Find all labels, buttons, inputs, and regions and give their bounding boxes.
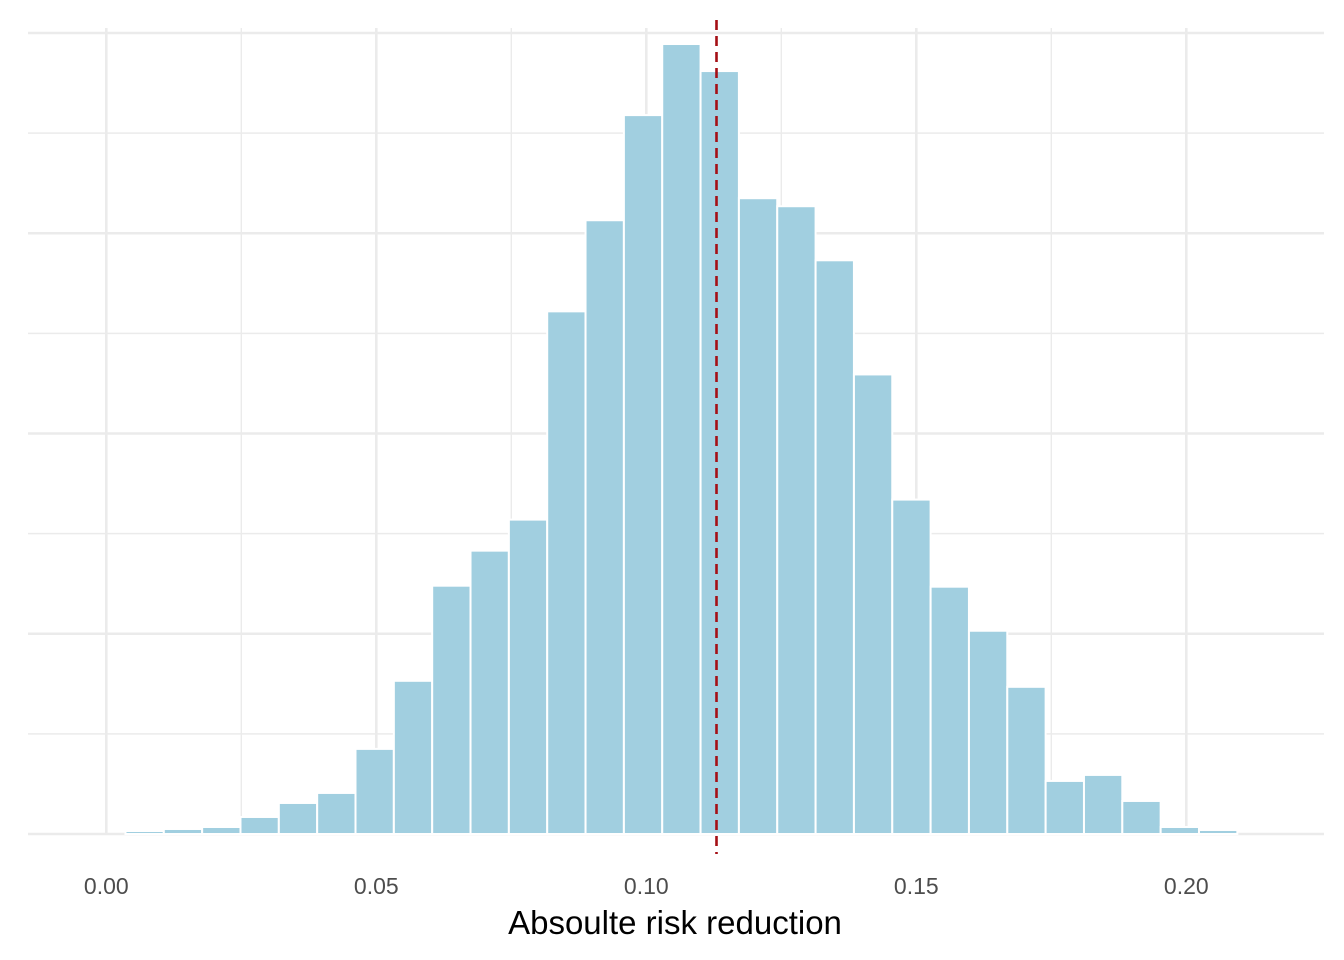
histogram-bar: [392, 679, 434, 835]
x-tick-labels: 0.00 0.05 0.10 0.15 0.20: [84, 873, 1209, 899]
x-tick-label: 0.15: [894, 873, 939, 899]
histogram-bar: [622, 114, 664, 835]
histogram-bar: [584, 219, 625, 835]
x-tick-label: 0.10: [624, 873, 669, 899]
histogram-bar: [661, 43, 702, 835]
histogram-bar: [967, 629, 1009, 835]
histogram-bar: [162, 827, 204, 835]
histogram-bar: [201, 825, 242, 836]
histogram-bar: [277, 801, 319, 835]
histogram-bar: [1082, 773, 1124, 835]
histogram-bar: [852, 373, 894, 835]
histogram-bar: [891, 498, 932, 835]
histogram-bar: [546, 310, 587, 835]
histogram-bar: [124, 829, 165, 836]
histogram-bar: [1006, 685, 1047, 835]
histogram-bar: [776, 205, 817, 835]
histogram-bar: [737, 197, 779, 835]
histogram-bar: [1044, 779, 1085, 835]
histogram-bar: [929, 585, 970, 836]
x-axis-title: Absoulte risk reduction: [508, 904, 842, 941]
x-tick-label: 0.20: [1164, 873, 1209, 899]
histogram-bar: [354, 747, 395, 835]
x-tick-label: 0.05: [354, 873, 399, 899]
histogram-bar: [814, 259, 855, 835]
x-tick-label: 0.00: [84, 873, 129, 899]
histogram-bar: [1159, 825, 1200, 836]
histogram-bar: [469, 549, 510, 835]
histogram-bar: [699, 70, 740, 836]
histogram-bar: [507, 518, 549, 835]
histogram-bar: [1197, 828, 1239, 836]
histogram-bar: [316, 791, 357, 836]
histogram-bars: [124, 43, 1239, 836]
histogram-bar: [239, 815, 280, 835]
histogram-bar: [431, 584, 472, 836]
histogram-bar: [1121, 799, 1162, 835]
